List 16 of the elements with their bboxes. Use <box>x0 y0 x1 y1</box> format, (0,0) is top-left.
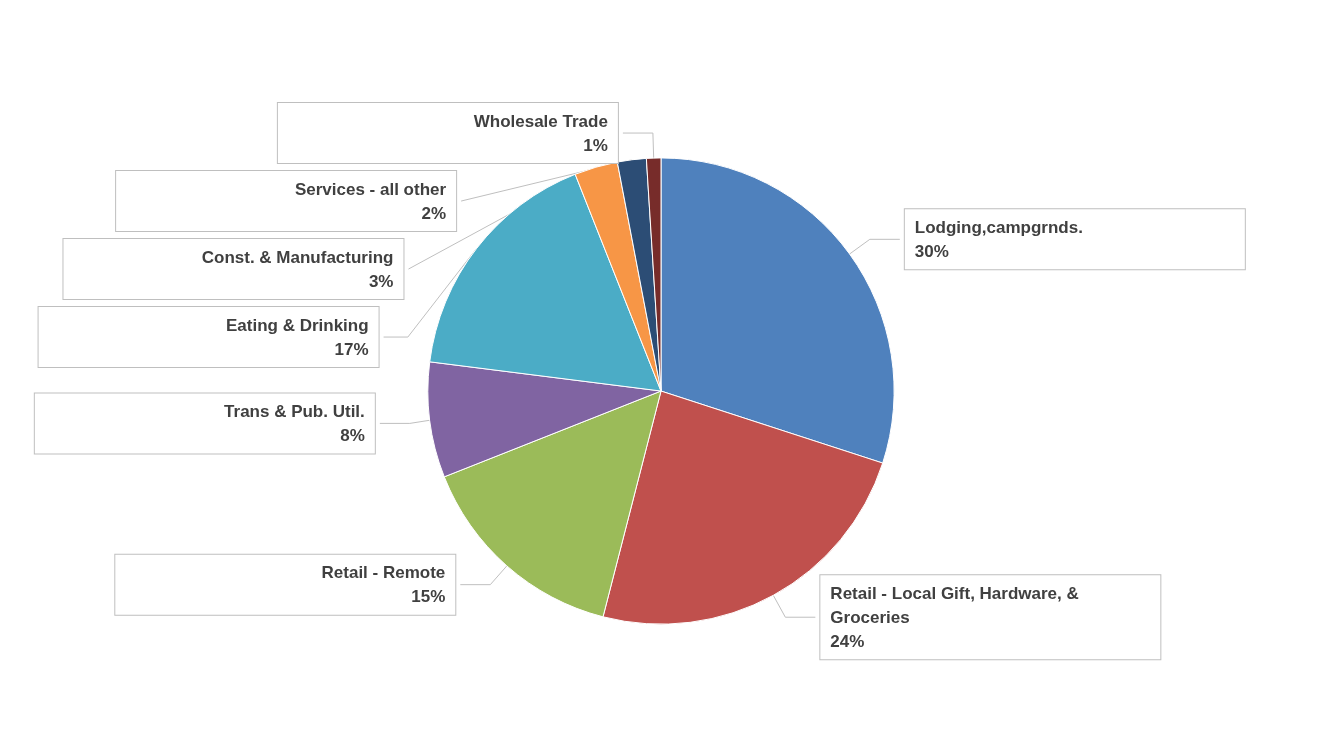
slice-label: Wholesale Trade <box>473 111 608 131</box>
slice-label: Lodging,campgrnds. <box>914 217 1083 237</box>
data-label: 30% <box>914 241 949 261</box>
data-label: 24% <box>830 631 865 651</box>
data-label: 1% <box>583 135 608 155</box>
slice-label: Eating & Drinking <box>225 315 369 335</box>
data-label: 2% <box>421 203 447 223</box>
slice-label: Retail - Local Gift, Hardware, & Groceries <box>830 583 1084 627</box>
data-label: 17% <box>334 339 369 359</box>
slice-label: Trans & Pub. Util. <box>224 401 365 421</box>
data-label: 3% <box>368 271 394 291</box>
slice-label: Services - all other <box>294 179 447 199</box>
data-label: 8% <box>340 425 365 445</box>
slice-label: Retail - Remote <box>321 563 446 583</box>
data-label: 15% <box>411 587 446 607</box>
slice-label: Const. & Manufacturing <box>201 247 394 267</box>
